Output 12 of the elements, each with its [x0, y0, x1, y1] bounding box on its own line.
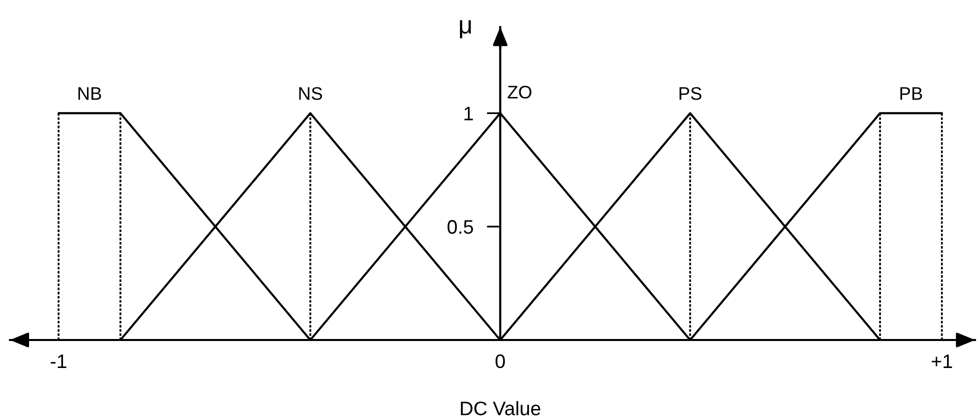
- y-tick-label: 1: [464, 106, 473, 120]
- y-tick-label: 0.5: [448, 220, 474, 234]
- series-label: NS: [299, 87, 322, 100]
- x-tick-label: 0: [496, 354, 505, 368]
- series-label: NB: [78, 87, 102, 100]
- x-tick-label: -1: [50, 354, 66, 368]
- series-label: PS: [680, 87, 702, 100]
- series-label: PB: [900, 87, 922, 100]
- series-label: ZO: [508, 86, 532, 99]
- y-axis-title: μ: [460, 20, 471, 38]
- x-tick-label: +1: [932, 354, 952, 368]
- x-axis-title: DC Value: [460, 401, 540, 416]
